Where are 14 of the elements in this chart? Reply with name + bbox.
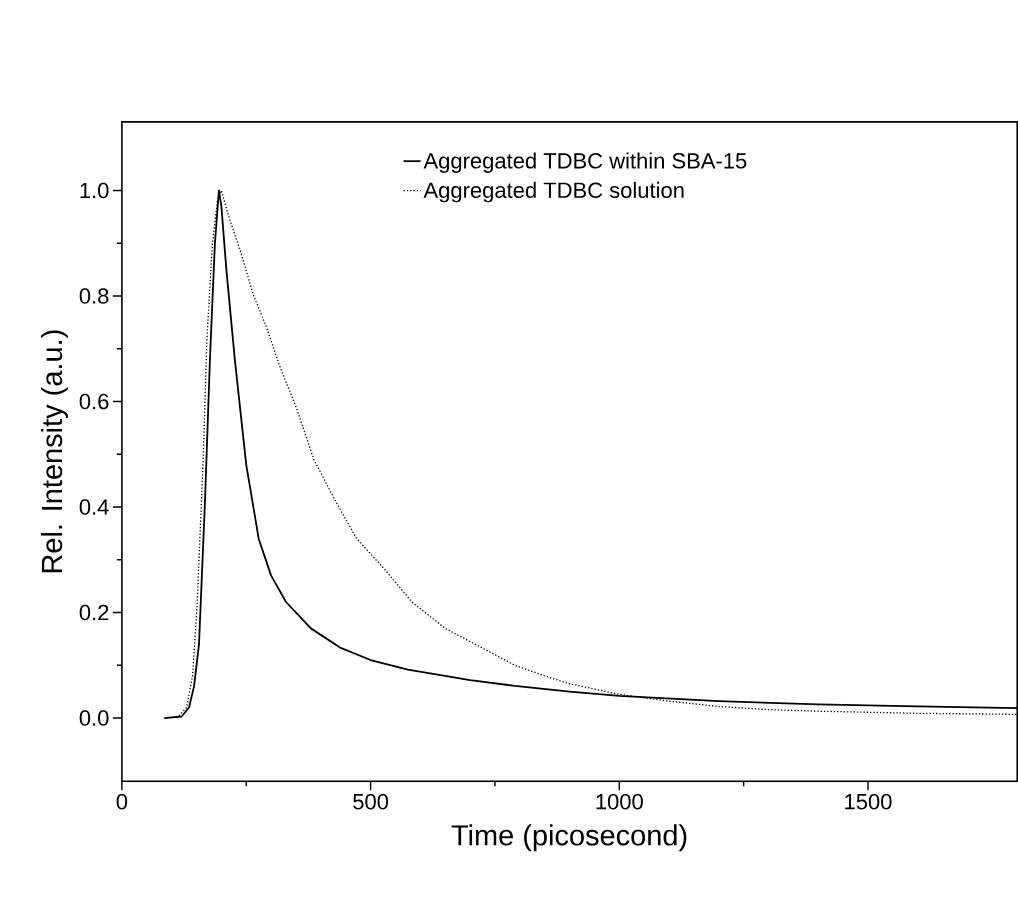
legend-label: Aggregated TDBC solution: [423, 181, 684, 203]
y-tick-label: 0.8: [79, 288, 109, 304]
x-tick-label: 1000: [596, 793, 643, 810]
y-tick-label: 0.2: [79, 604, 109, 621]
y-tick-label: 0.6: [79, 393, 109, 410]
x-tick-label: 1500: [845, 793, 892, 810]
y-tick-label: 0.4: [79, 499, 109, 515]
y-axis-title: Rel. Intensity (a.u.): [40, 330, 68, 573]
legend-label: Aggregated TDBC within SBA-15: [423, 152, 747, 173]
x-tick-label: 0: [116, 793, 128, 810]
x-tick-label: 500: [353, 793, 389, 810]
y-tick-label: 1.0: [80, 182, 109, 199]
y-tick-label: 0.0: [79, 710, 109, 726]
x-axis-title: Time (picosecond): [451, 824, 687, 852]
